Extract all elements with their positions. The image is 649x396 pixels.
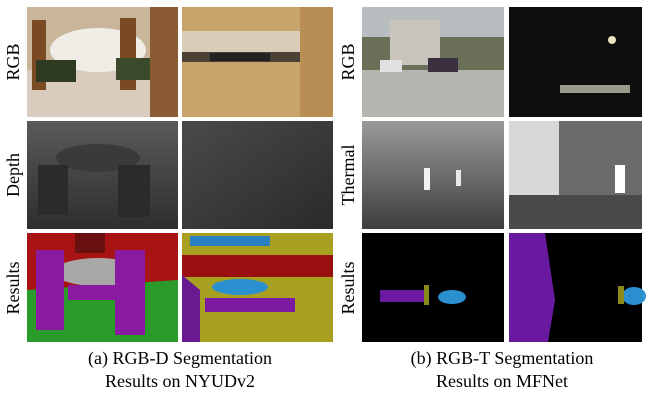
- figure: RGB Depth Results RGB Thermal Results (a…: [0, 0, 649, 396]
- row-label: RGB: [3, 43, 23, 80]
- caption: (a) RGB-D Segmentation: [88, 348, 272, 369]
- row-label: Depth: [3, 153, 23, 197]
- row-label: Results: [3, 261, 23, 314]
- image-rgb-3: [362, 7, 504, 117]
- image-rgb-4: [509, 7, 642, 117]
- image-depth-2: [182, 121, 333, 229]
- image-results-4: [509, 233, 646, 342]
- row-label: Thermal: [338, 145, 358, 206]
- image-results-1: [27, 233, 178, 342]
- image-thermal-1: [362, 121, 504, 229]
- image-rgb-1: [27, 7, 178, 117]
- caption: Results on MFNet: [436, 371, 568, 391]
- caption: (b) RGB-T Segmentation: [411, 348, 594, 369]
- image-results-2: [182, 233, 333, 342]
- image-depth-1: [27, 121, 178, 229]
- row-label: RGB: [338, 43, 358, 80]
- image-results-3: [362, 233, 504, 342]
- row-label: Results: [338, 261, 358, 314]
- caption: Results on NYUDv2: [105, 371, 255, 391]
- image-thermal-2: [509, 121, 642, 229]
- image-rgb-2: [182, 7, 333, 117]
